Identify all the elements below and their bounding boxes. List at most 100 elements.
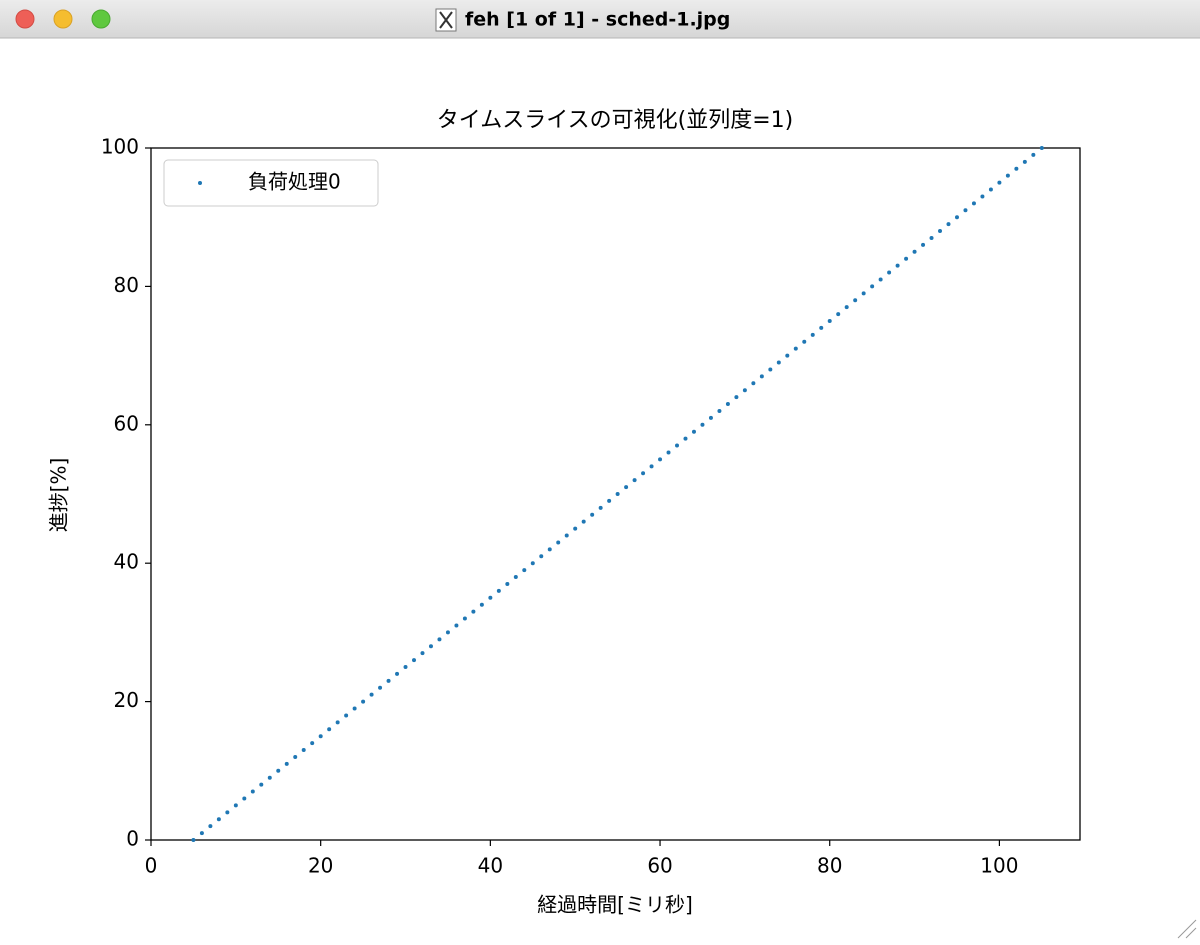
zoom-button[interactable] xyxy=(91,9,111,29)
data-point xyxy=(513,575,518,580)
data-point xyxy=(725,402,730,407)
data-point xyxy=(954,215,959,220)
data-point xyxy=(547,547,552,552)
data-point xyxy=(437,637,442,642)
data-point xyxy=(216,817,221,822)
data-point xyxy=(700,422,705,427)
data-point xyxy=(649,464,654,469)
legend-label: 負荷処理0 xyxy=(248,170,341,194)
data-point xyxy=(225,810,230,815)
data-point xyxy=(776,360,781,365)
data-point xyxy=(581,519,586,524)
data-point xyxy=(250,789,255,794)
data-point xyxy=(997,180,1002,185)
y-tick-label: 0 xyxy=(126,827,139,851)
data-point xyxy=(530,561,535,566)
data-point xyxy=(191,838,196,842)
data-point xyxy=(819,325,824,330)
data-point xyxy=(505,581,510,586)
y-tick-label: 40 xyxy=(114,550,139,574)
data-point xyxy=(471,609,476,614)
data-point xyxy=(420,651,425,656)
data-point xyxy=(691,429,696,434)
data-point xyxy=(335,720,340,725)
data-point xyxy=(870,284,875,289)
data-point xyxy=(904,256,909,261)
data-point xyxy=(259,782,264,787)
x-tick-label: 40 xyxy=(478,854,503,878)
x-tick-label: 100 xyxy=(980,854,1018,878)
data-point xyxy=(403,665,408,669)
data-point xyxy=(802,339,807,344)
x-tick-label: 60 xyxy=(647,854,672,878)
data-point xyxy=(708,415,713,420)
resize-handle[interactable] xyxy=(1177,919,1197,939)
legend-box xyxy=(163,159,379,207)
data-point xyxy=(462,616,467,621)
chart-title: タイムスライスの可視化(並列度=1) xyxy=(437,108,794,133)
y-axis-label: 進捗[%] xyxy=(47,458,71,533)
x-tick-label: 0 xyxy=(145,854,158,878)
data-point xyxy=(352,706,357,711)
data-point xyxy=(369,692,374,697)
data-point xyxy=(293,754,298,759)
data-point xyxy=(284,761,289,766)
data-point xyxy=(199,831,204,836)
data-point xyxy=(768,367,773,372)
data-point xyxy=(428,644,433,649)
data-point xyxy=(1039,146,1044,150)
data-point xyxy=(479,602,484,607)
data-point xyxy=(556,540,561,545)
data-point xyxy=(488,595,493,600)
close-button[interactable] xyxy=(15,9,35,29)
data-point xyxy=(641,471,646,476)
data-point xyxy=(361,699,366,704)
data-point xyxy=(793,346,798,351)
data-point xyxy=(522,568,527,573)
data-point xyxy=(1005,173,1010,178)
data-point xyxy=(912,249,917,254)
y-tick-label: 100 xyxy=(101,135,139,159)
data-point xyxy=(683,436,688,441)
window-title: feh [1 of 1] - sched-1.jpg xyxy=(465,9,730,31)
data-point xyxy=(233,803,238,808)
data-point xyxy=(412,658,417,663)
data-point xyxy=(496,588,501,593)
data-point xyxy=(878,277,883,282)
data-point xyxy=(980,194,985,199)
data-point xyxy=(836,312,841,317)
data-point xyxy=(1022,159,1027,164)
data-point xyxy=(963,208,968,213)
data-point xyxy=(598,505,603,510)
data-point xyxy=(564,533,569,538)
plot-area xyxy=(150,147,1081,841)
y-tick-label: 20 xyxy=(114,688,139,712)
data-point xyxy=(946,222,951,227)
data-point xyxy=(607,498,612,503)
data-point xyxy=(539,554,544,559)
data-point xyxy=(344,713,349,718)
minimize-button[interactable] xyxy=(53,9,73,29)
data-point xyxy=(810,332,815,337)
data-point xyxy=(751,381,756,386)
data-point xyxy=(742,388,747,393)
data-point xyxy=(301,748,306,753)
data-point xyxy=(615,492,620,496)
data-point xyxy=(938,229,943,234)
data-point xyxy=(734,395,739,400)
data-point xyxy=(1031,152,1036,157)
data-point xyxy=(759,374,764,379)
data-point xyxy=(895,263,900,268)
data-point xyxy=(929,235,934,240)
data-point xyxy=(971,201,976,206)
data-point xyxy=(632,478,637,483)
data-point xyxy=(395,671,400,676)
data-point xyxy=(267,775,272,780)
data-point xyxy=(208,824,213,829)
data-point xyxy=(988,187,993,192)
data-point xyxy=(310,741,315,746)
data-point xyxy=(378,685,383,690)
x-tick-label: 80 xyxy=(817,854,842,878)
legend-marker xyxy=(198,181,202,185)
